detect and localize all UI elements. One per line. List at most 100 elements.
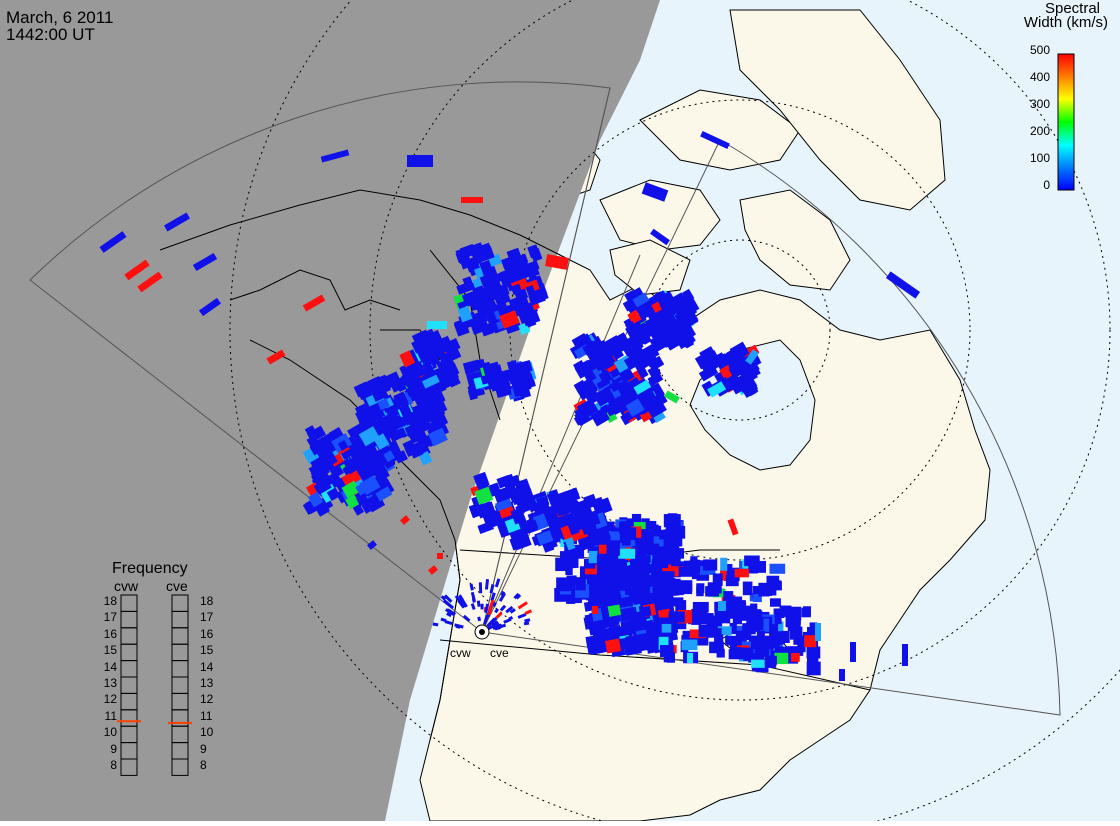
echo-cell [394, 450, 408, 464]
echo-cell [647, 365, 662, 379]
echo-cell [479, 271, 497, 285]
echo-cell [720, 557, 728, 571]
echo-cell [485, 310, 498, 324]
echo-cell [524, 609, 533, 615]
echo-cell [564, 537, 576, 551]
echo-cell [510, 283, 523, 295]
echo-cell [627, 309, 642, 325]
echo-cell [592, 606, 598, 614]
echo-cell [750, 603, 758, 617]
echo-cell [658, 636, 669, 650]
echo-cell [525, 285, 536, 297]
echo-cell [716, 648, 725, 658]
echo-cell [634, 586, 650, 597]
echo-cell [163, 212, 191, 232]
echo-cell [605, 572, 616, 584]
echo-cell [726, 346, 744, 364]
frequency-number-right: 17 [200, 610, 214, 625]
frequency-number-left: 9 [110, 741, 117, 756]
echo-cell [499, 604, 507, 612]
baffin-island [739, 189, 851, 291]
echo-cell [531, 499, 551, 515]
echo-cell [518, 322, 531, 335]
echo-cell [587, 533, 603, 545]
echo-cell [513, 592, 520, 600]
echo-cell [703, 559, 718, 571]
echo-cell [488, 616, 498, 627]
echo-cell [527, 266, 540, 278]
echo-cell [765, 620, 779, 633]
echo-cell [584, 564, 597, 575]
echo-cell [505, 605, 514, 614]
echo-cell [304, 425, 319, 441]
echo-cell [559, 551, 569, 562]
colorbar-title-line2: Width (km/s) [1023, 14, 1108, 31]
echo-cell [470, 319, 490, 335]
echo-cell [524, 618, 531, 623]
echo-cell [692, 601, 709, 613]
echo-cell [793, 635, 805, 645]
radar-site-marker [474, 624, 490, 640]
echo-cell [630, 594, 645, 603]
echo-cell [604, 401, 619, 417]
echo-cell [491, 620, 499, 627]
echo-cell [464, 361, 481, 375]
echo-cell [510, 508, 524, 525]
echo-cell [667, 577, 676, 587]
echo-cell [691, 570, 700, 580]
frequency-number-left: 17 [103, 610, 117, 625]
echo-cell [744, 555, 760, 567]
echo-cell [721, 602, 736, 612]
echo-cell [620, 619, 637, 635]
echo-cell [773, 608, 785, 619]
echo-cell [435, 341, 449, 355]
echo-cell [743, 605, 751, 618]
echo-cell [700, 130, 730, 150]
colorbar-title-line1: Spectral [1044, 0, 1100, 17]
echo-cell [475, 247, 491, 262]
echo-cell [723, 609, 740, 619]
echo-cell [696, 583, 705, 594]
echo-cell [523, 621, 530, 626]
echo-cell [428, 427, 448, 447]
echo-cell [375, 486, 393, 502]
time-label: 1442:00 UT [6, 25, 95, 44]
echo-cell [358, 426, 381, 447]
frequency-scale-cell [120, 758, 138, 776]
echo-cell [565, 565, 573, 575]
echo-cell [688, 614, 700, 625]
echo-cell [641, 182, 669, 202]
echo-cell [578, 507, 594, 520]
echo-cell [707, 381, 727, 398]
echo-cell [839, 669, 845, 681]
echo-cell [503, 264, 516, 276]
echo-cell [704, 628, 722, 638]
echo-cell [359, 475, 381, 496]
echo-cell [480, 603, 484, 610]
site-label-cve: cve [490, 646, 509, 660]
echo-cell [343, 454, 364, 473]
echo-cell [653, 534, 664, 548]
echo-cell [408, 443, 424, 459]
echo-cell [709, 641, 724, 654]
echo-cell [566, 595, 576, 604]
frequency-number-right: 9 [200, 741, 207, 756]
echo-cell [624, 641, 642, 656]
echo-cell [768, 582, 777, 596]
arctic-islands-1 [599, 179, 721, 251]
echo-cell [768, 615, 782, 625]
echo-cell [734, 568, 749, 578]
echo-cell [545, 254, 569, 270]
echo-cell [605, 638, 622, 654]
echo-cell [740, 344, 760, 362]
echo-cell [373, 451, 385, 463]
echo-cell [418, 401, 434, 416]
echo-cell [507, 474, 521, 488]
echo-cell [554, 500, 573, 517]
echo-cell [748, 563, 758, 574]
echo-cell [705, 586, 720, 597]
echo-cell [699, 613, 714, 625]
echo-cell [367, 540, 377, 550]
echo-cell [356, 494, 369, 507]
echo-cell [668, 545, 680, 555]
